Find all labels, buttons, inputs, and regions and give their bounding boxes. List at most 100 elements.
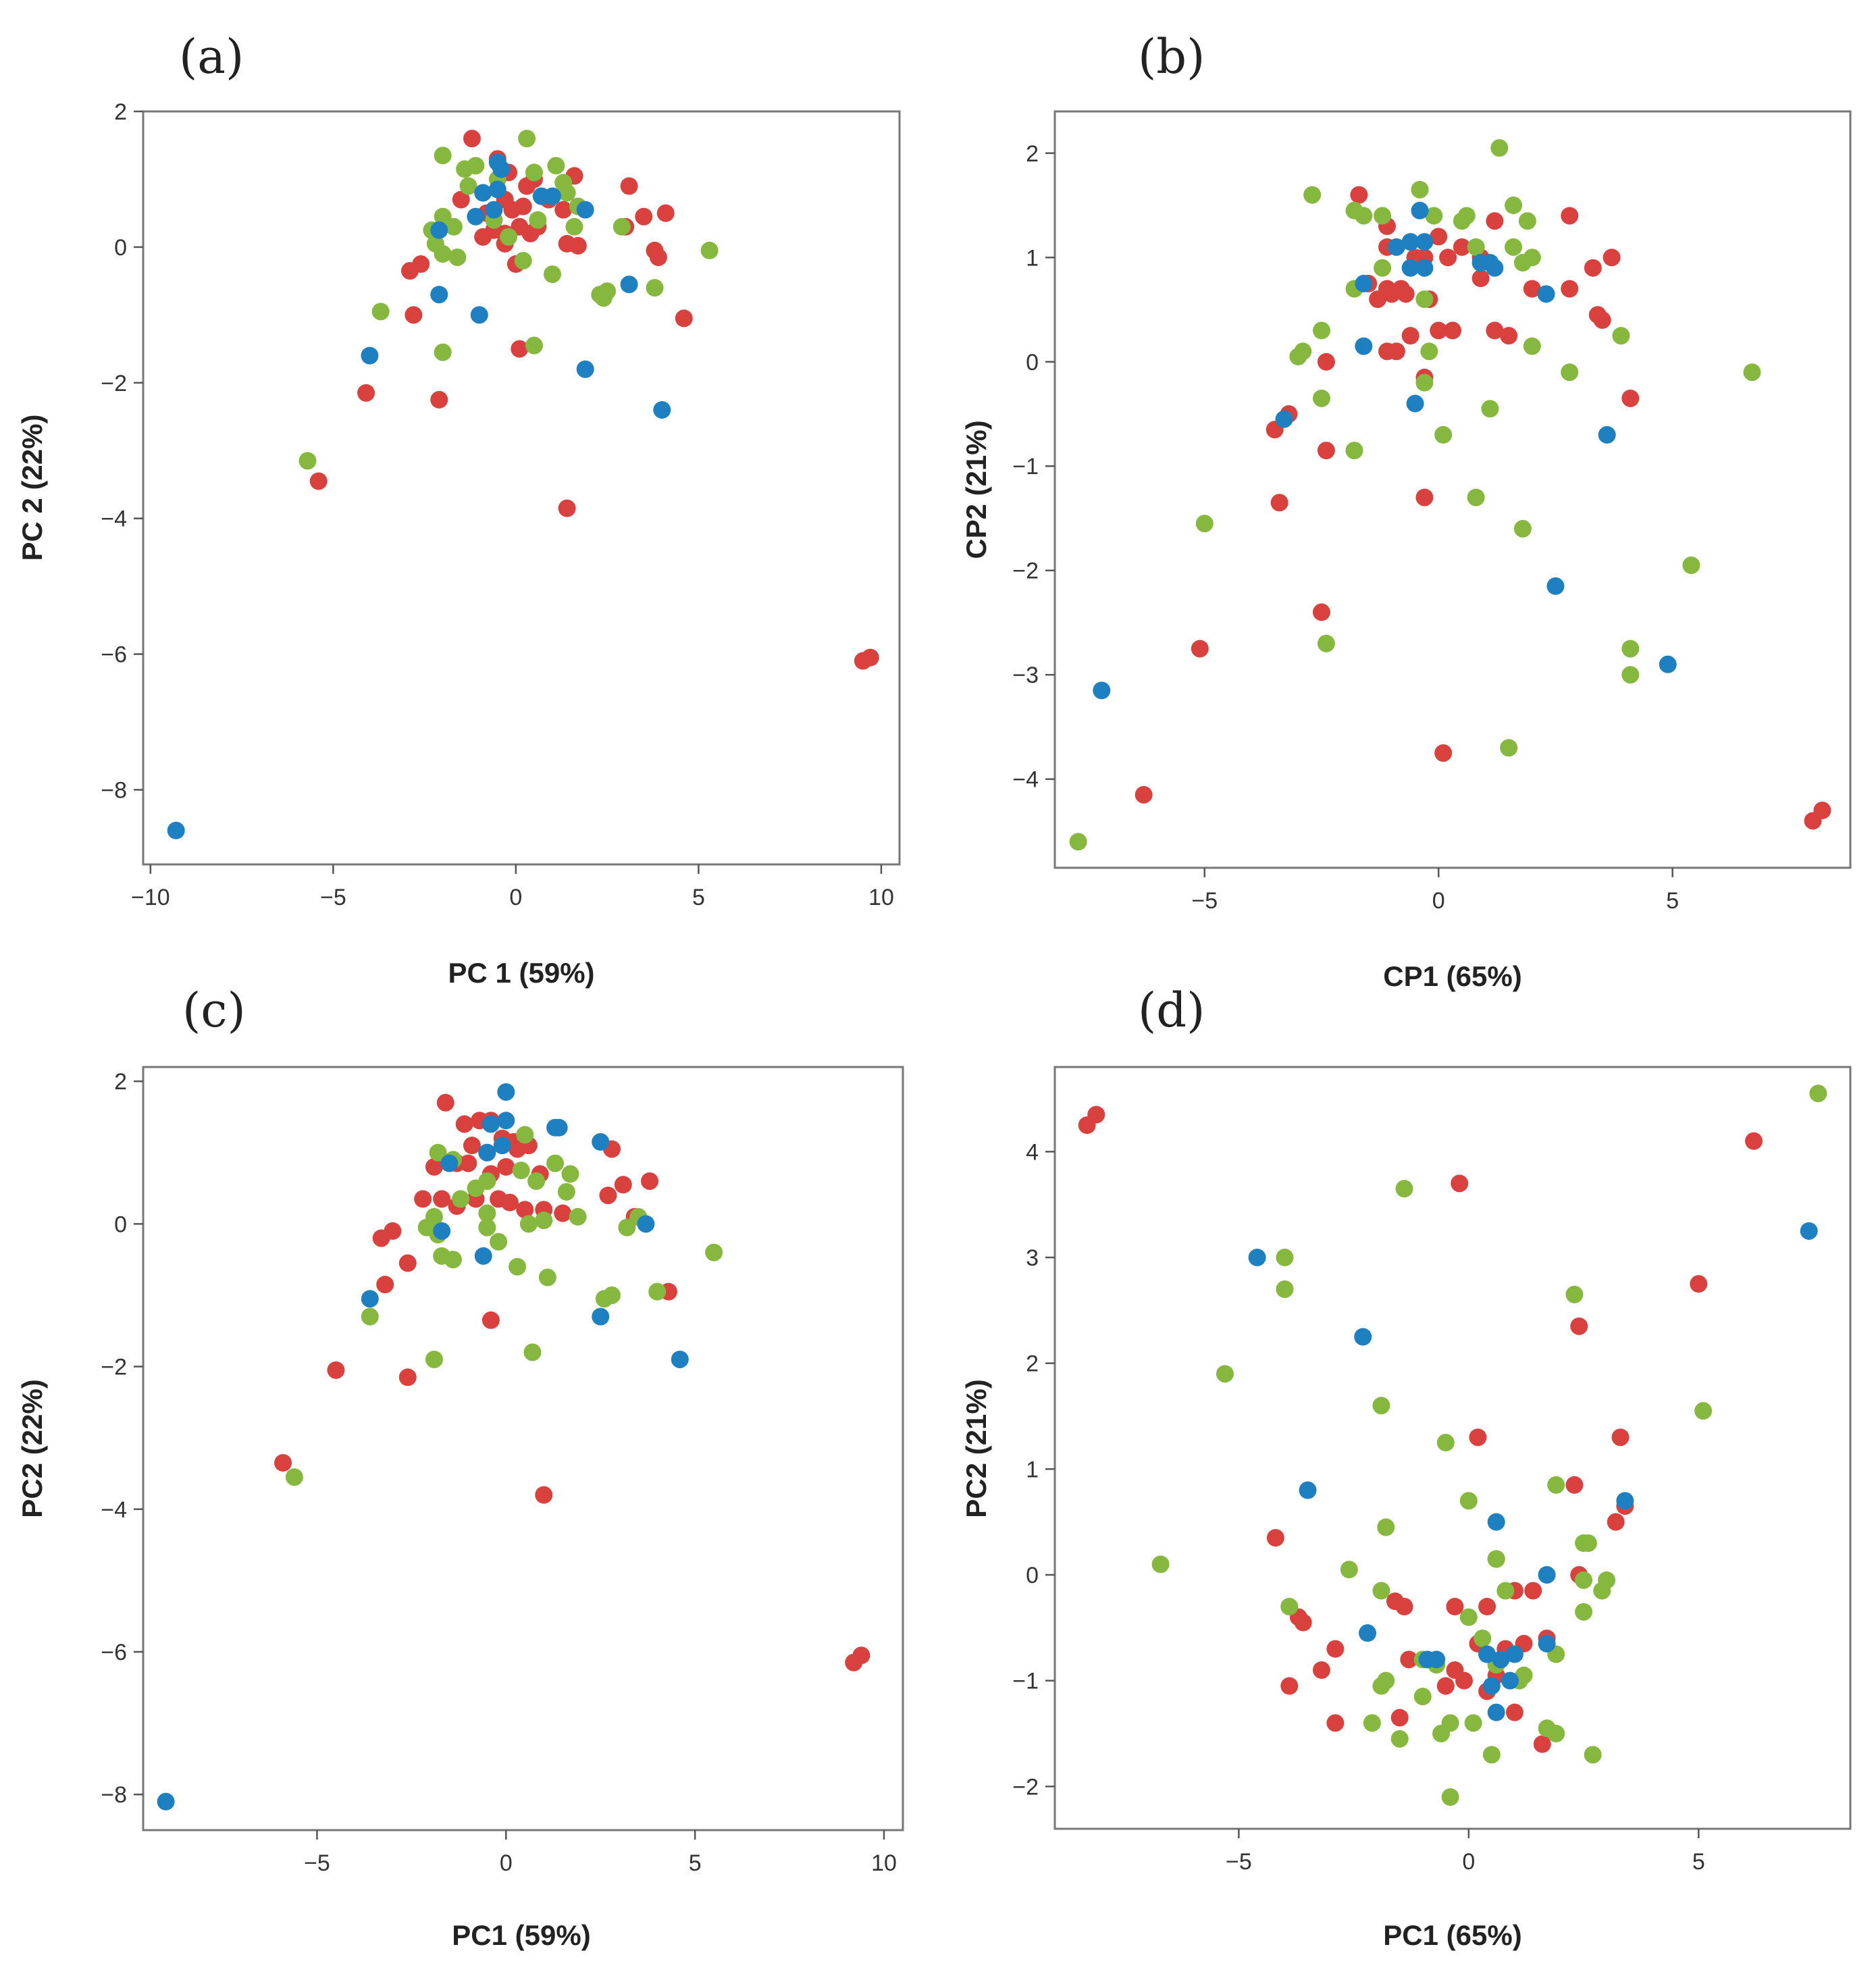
panel-a-x-ticks: −10 −5 0 5 10 [131,864,894,910]
panel-a-x-tick-label: 5 [692,885,705,910]
panel-d-point-green [1390,1730,1409,1748]
panel-b-point-green [1682,556,1700,574]
panel-a-point-red [620,177,638,195]
panel-d-point-red [1533,1735,1551,1753]
panel-b-point-green [1490,139,1509,157]
panel-a-point-blue [430,286,448,304]
panel-d-point-red [1451,1174,1469,1193]
panel-d-x-tick-label: 5 [1692,1849,1705,1875]
panel-b-point-blue [1537,285,1555,303]
panel-a-point-green [594,289,613,307]
panel-c-point-green [561,1165,579,1183]
panel-a-point-green [434,244,452,263]
panel-a-point-red [452,190,470,209]
panel-d-x-axis-title: PC1 (65%) [1383,1919,1521,1951]
panel-c-plot-frame [142,1066,904,1831]
panel-b-point-red [1500,327,1518,345]
panel-d-point-green [1487,1550,1505,1568]
panel-b-point-blue [1415,259,1434,277]
panel-d-point-green [1579,1534,1597,1552]
panel-a-point-green [518,130,536,148]
panel-c-point-red [481,1311,500,1329]
panel-d-point-green [1565,1285,1584,1303]
panel-c-point-red [459,1154,477,1172]
panel-b-y-axis-title: CP2 (21%) [960,420,992,558]
panel-c-point-red [398,1254,417,1272]
panel-c-point-green [569,1207,587,1226]
panel-c-point-green [603,1286,621,1304]
panel-b-plot-frame [1053,110,1852,869]
panel-c-x-tick-label: 0 [500,1850,513,1876]
panel-c-point-green [557,1182,575,1201]
panel-c-point-green [490,1232,508,1251]
panel-c-point-red [372,1229,390,1247]
panel-c-point-red [398,1368,417,1386]
panel-c-point-red [433,1190,451,1208]
panel-a-point-green [547,157,565,175]
panel-b-point-green [1195,515,1214,533]
panel-b-y-tick-label: −3 [1012,662,1039,688]
panel-c-point-blue [478,1143,496,1162]
panel-b-point-red [1135,785,1153,804]
panel-a-y-tick-label: −2 [101,371,127,396]
panel-a-y-tick-label: −6 [101,642,127,668]
panel-d-point-green [1441,1788,1459,1806]
panel-d-point-red [1312,1661,1330,1679]
panel-b-point-red [1486,212,1504,230]
panel-b-point-blue [1401,233,1419,251]
panel-d-point-blue [1478,1645,1496,1663]
panel-a-point-green [444,217,463,236]
panel-d-y-tick-label: −2 [1012,1774,1039,1800]
panel-d-point-green [1464,1714,1482,1732]
panel-a-point-green [565,217,583,236]
panel-d-point-blue [1354,1328,1372,1346]
panel-c-letter: (c) [182,983,246,1038]
panel-a-point-red [649,248,667,266]
panel-d-point-blue [1428,1650,1446,1669]
panel-d-point-red [1570,1317,1588,1335]
panel-b-y-tick-label: 0 [1026,350,1039,375]
panel-c-y-tick-label: 2 [114,1069,127,1095]
panel-b-point-green [1500,739,1518,757]
panel-b-point-blue [1486,259,1504,277]
panel-d-x-tick-label: −5 [1226,1849,1252,1875]
panel-c-point-green [509,1257,527,1276]
panel-a-y-ticks: 2 0 −2 −4 −6 −8 [101,99,143,804]
panel-b-point-blue [1093,681,1111,700]
panel-b-point-green [1415,290,1434,309]
panel-d-x-ticks: −5 0 5 [1226,1829,1705,1875]
panel-b-point-green [1374,207,1392,225]
panel-d-point-red [1386,1592,1404,1611]
panel-b-point-red [1430,321,1448,340]
panel-b-point-green [1457,207,1476,225]
panel-b-x-ticks: −5 0 5 [1191,868,1679,914]
panel-c-point-red [554,1204,572,1222]
panel-c-point-red [599,1187,617,1205]
panel-b-y-tick-label: −4 [1012,767,1039,793]
panel-a-x-tick-label: −10 [131,885,170,910]
panel-a-point-green [543,265,561,284]
panel-d-point-green [1809,1085,1827,1103]
panel-b-point-green [1289,348,1307,366]
panel-c-y-tick-label: −2 [101,1355,127,1380]
panel-c-x-ticks: −5 0 5 10 [304,1830,897,1876]
panel-d-point-blue [1538,1634,1556,1653]
panel-b-y-tick-label: −2 [1012,558,1039,584]
panel-b-point-green [1621,640,1640,658]
panel-a-point-green [646,279,664,297]
panel-a-point-green [500,228,518,246]
panel-b-point-blue [1415,233,1434,251]
panel-b-point-blue [1659,655,1677,673]
panel-b-point-red [1523,280,1541,298]
panel-a-y-tick-label: −8 [101,778,127,804]
panel-d-point-red [1436,1677,1455,1695]
panel-c-point-red [516,1201,534,1219]
panel-c-point-green [527,1172,546,1190]
panel-b-point-green [1743,363,1761,382]
panel-a-point-blue [488,180,506,199]
panel-d-point-green [1151,1555,1170,1574]
panel-a-point-red [569,236,587,255]
panel-c-point-blue [550,1118,568,1137]
panel-d-point-red [1505,1703,1523,1721]
